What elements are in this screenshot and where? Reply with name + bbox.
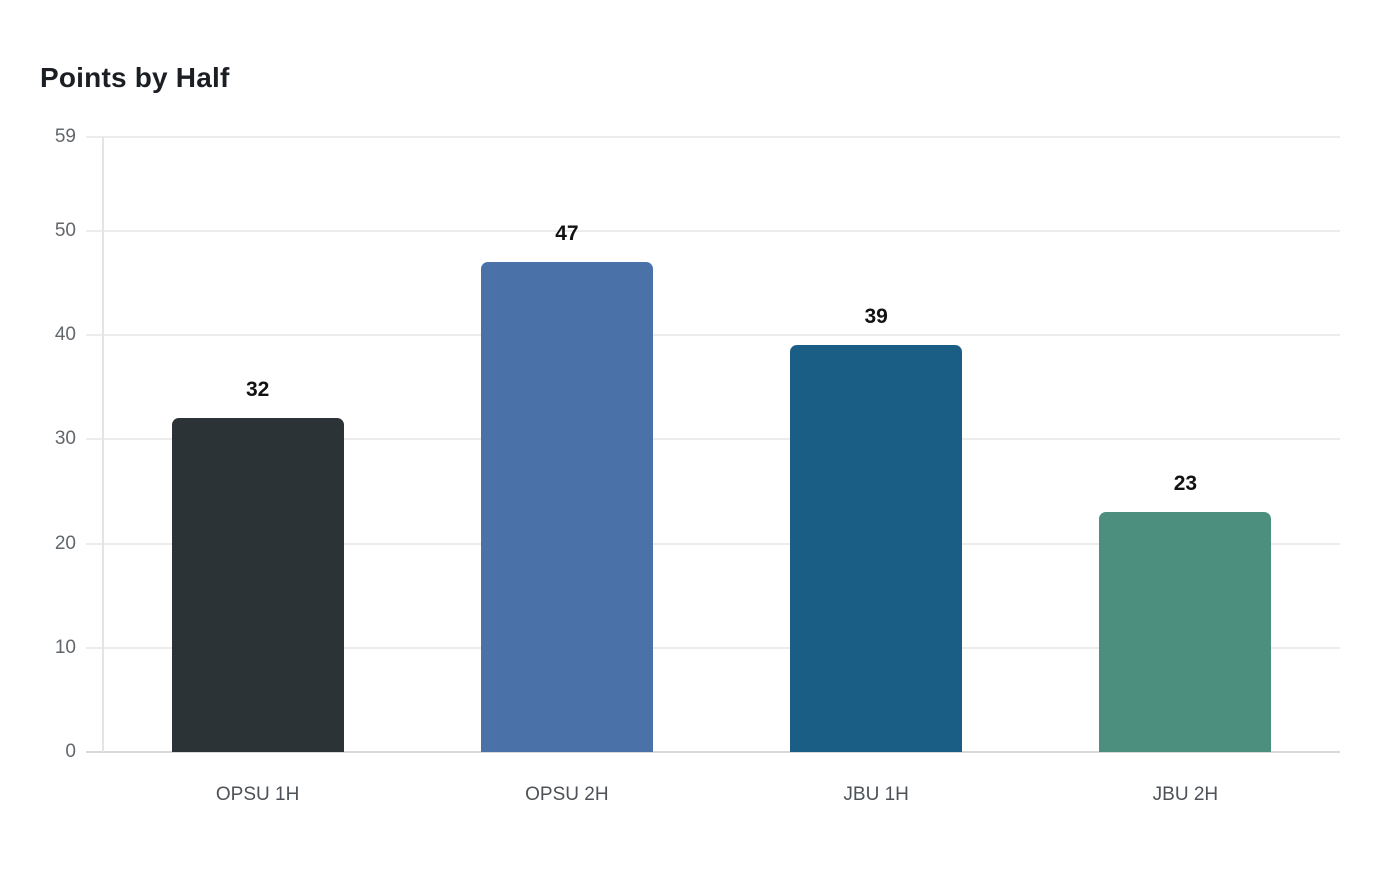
y-axis-tick-label: 0: [65, 741, 76, 762]
y-axis-line: [102, 137, 104, 752]
y-axis-tick-label: 20: [54, 532, 76, 554]
bar: [171, 418, 344, 752]
bar-value-label: 39: [864, 305, 888, 329]
gridline: [86, 229, 1340, 232]
gridline: [86, 542, 1340, 545]
gridline: [86, 136, 1340, 138]
y-axis-tick-label: 30: [54, 428, 76, 450]
x-axis-category-label: JBU 1H: [843, 784, 909, 805]
bar-value-label: 47: [555, 222, 579, 246]
x-axis-category-label: JBU 2H: [1152, 784, 1219, 805]
x-axis-baseline: [86, 751, 1340, 753]
y-axis-tick-label: 40: [54, 324, 76, 346]
y-axis-tick-label: 50: [54, 219, 76, 241]
bar: [1099, 512, 1272, 752]
bar: [480, 262, 653, 752]
x-axis-category-label: OPSU 1H: [215, 784, 300, 805]
bar-value-label: 32: [245, 378, 270, 402]
bar: [790, 345, 963, 752]
gridline: [86, 646, 1340, 649]
y-axis-tick-label: 10: [54, 636, 76, 658]
gridline: [86, 438, 1340, 441]
bar-value-label: 23: [1173, 472, 1198, 496]
gridline: [86, 334, 1340, 337]
chart-title: Points by Half: [40, 62, 230, 93]
y-axis-tick-label: 59: [54, 126, 76, 147]
x-axis-category-label: OPSU 2H: [525, 784, 609, 805]
